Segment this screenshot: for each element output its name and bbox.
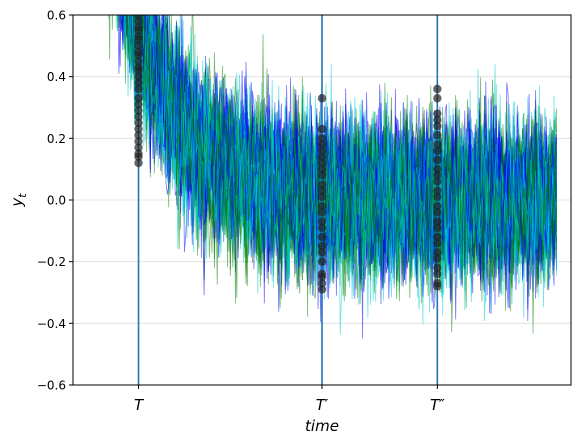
marker-point bbox=[317, 180, 327, 189]
y-tick-label: 0.6 bbox=[47, 9, 66, 23]
marker-point bbox=[317, 94, 327, 103]
marker-point bbox=[433, 282, 442, 291]
marker-point bbox=[433, 115, 442, 125]
marker-point bbox=[134, 94, 143, 103]
marker-point bbox=[433, 238, 442, 248]
series-lines bbox=[107, 15, 557, 339]
marker-point bbox=[433, 84, 442, 94]
marker-point bbox=[134, 124, 143, 134]
marker-point bbox=[134, 57, 143, 66]
marker-point bbox=[317, 201, 327, 211]
marker-point bbox=[134, 35, 143, 44]
marker-point bbox=[433, 121, 442, 131]
marker-point bbox=[433, 164, 442, 174]
y-tick-label: −0.4 bbox=[37, 317, 66, 331]
marker-point bbox=[134, 26, 143, 35]
marker-point bbox=[433, 254, 442, 263]
y-axis-ticks: −0.6 −0.4 −0.2 0.0 0.2 0.4 0.6 bbox=[37, 9, 73, 393]
y-tick-label: 0.2 bbox=[47, 132, 66, 146]
marker-point bbox=[317, 272, 327, 282]
marker-point bbox=[433, 131, 442, 140]
marker-point bbox=[433, 155, 442, 165]
y-tick-label: 0.0 bbox=[47, 194, 66, 208]
marker-point bbox=[134, 143, 143, 152]
marker-point bbox=[317, 223, 327, 232]
marker-point bbox=[134, 152, 143, 162]
marker-point bbox=[433, 223, 442, 232]
marker-point bbox=[433, 109, 442, 118]
x-axis-label: time bbox=[305, 417, 339, 435]
marker-point bbox=[317, 232, 327, 242]
marker-point bbox=[317, 152, 327, 162]
svg-text:yt: yt bbox=[8, 193, 29, 208]
marker-point bbox=[433, 248, 442, 257]
y-tick-label: 0.4 bbox=[47, 70, 66, 84]
marker-point bbox=[433, 201, 442, 211]
marker-point bbox=[433, 217, 442, 226]
marker-point bbox=[433, 192, 442, 202]
marker-point bbox=[134, 72, 143, 81]
marker-point bbox=[317, 158, 327, 168]
marker-point bbox=[433, 177, 442, 186]
y-axis-label: yt bbox=[8, 193, 29, 208]
marker-point bbox=[134, 158, 143, 168]
marker-point bbox=[134, 50, 143, 60]
x-tick-label: T″ bbox=[430, 396, 445, 414]
marker-point bbox=[134, 100, 143, 109]
marker-point bbox=[317, 248, 327, 257]
marker-point bbox=[317, 242, 327, 251]
marker-point bbox=[317, 208, 327, 217]
marker-point bbox=[317, 257, 327, 266]
marker-point bbox=[317, 192, 327, 202]
marker-point bbox=[134, 137, 143, 146]
marker-point bbox=[433, 269, 442, 279]
marker-point bbox=[134, 16, 143, 26]
marker-point bbox=[433, 140, 442, 149]
marker-point bbox=[317, 164, 327, 174]
marker-point bbox=[433, 171, 442, 180]
marker-point bbox=[433, 146, 442, 155]
marker-point bbox=[134, 118, 143, 128]
marker-point bbox=[433, 186, 442, 195]
marker-point bbox=[134, 66, 143, 75]
marker-points bbox=[134, 15, 442, 294]
marker-point bbox=[134, 112, 143, 121]
marker-point bbox=[317, 279, 327, 288]
marker-point bbox=[317, 146, 327, 155]
marker-point bbox=[317, 134, 327, 143]
marker-point bbox=[134, 41, 143, 51]
x-tick-label: T bbox=[134, 396, 145, 414]
marker-point bbox=[317, 124, 327, 134]
marker-point bbox=[317, 171, 327, 180]
x-axis-ticks: T T′ T″ bbox=[134, 385, 445, 414]
marker-point bbox=[134, 78, 143, 88]
marker-point bbox=[433, 263, 442, 273]
x-tick-label: T′ bbox=[316, 396, 329, 414]
series-line bbox=[132, 15, 557, 304]
marker-point bbox=[433, 232, 442, 242]
series-line bbox=[127, 15, 557, 285]
marker-point bbox=[317, 186, 327, 195]
marker-point bbox=[134, 131, 143, 140]
marker-point bbox=[134, 84, 143, 94]
marker-point bbox=[433, 94, 442, 103]
marker-point bbox=[134, 106, 143, 115]
y-tick-label: −0.2 bbox=[37, 255, 66, 269]
series-line bbox=[130, 15, 557, 285]
marker-point bbox=[317, 140, 327, 149]
y-tick-label: −0.6 bbox=[37, 379, 66, 393]
marker-point bbox=[317, 285, 327, 294]
marker-point bbox=[317, 217, 327, 226]
marker-point bbox=[433, 208, 442, 217]
